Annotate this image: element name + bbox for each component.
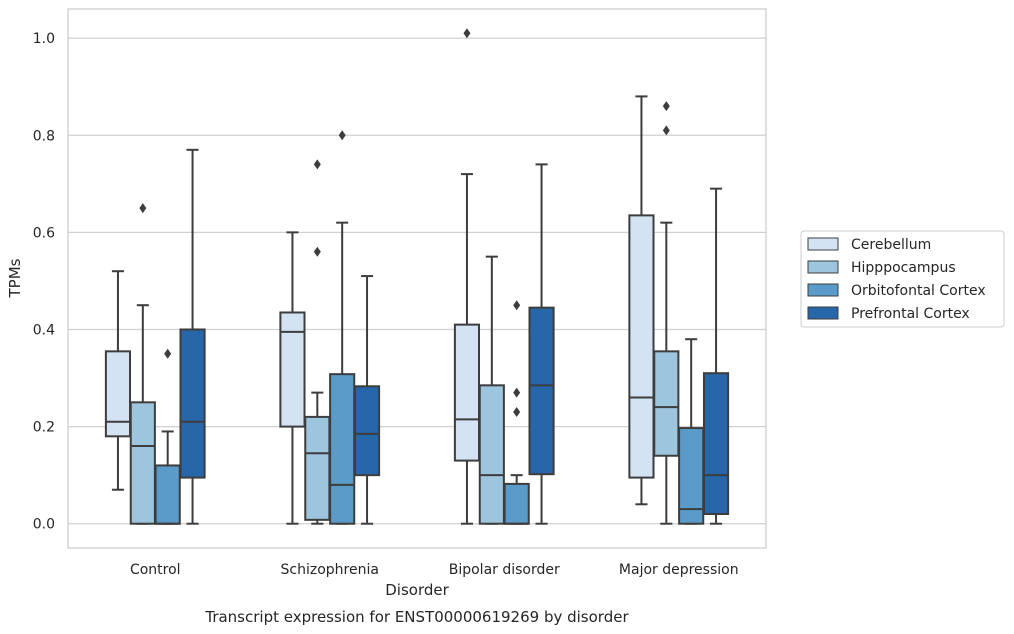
outlier-point bbox=[313, 159, 321, 170]
box-hipppocampus bbox=[129, 203, 156, 525]
box-prefrontal-cortex bbox=[528, 163, 555, 525]
box-cerebellum bbox=[279, 231, 306, 525]
plot-frame bbox=[67, 8, 767, 549]
legend: Cerebellum Hipppocampus Orbitofontal Corte… bbox=[800, 230, 1005, 328]
box-body bbox=[304, 415, 331, 521]
box-orbitofontal-cortex bbox=[503, 300, 530, 525]
legend-swatch bbox=[807, 237, 839, 251]
y-tick-label: 0.6 bbox=[33, 225, 55, 241]
box-body bbox=[154, 464, 181, 525]
outlier-point bbox=[338, 130, 346, 141]
outlier-point bbox=[662, 101, 670, 112]
box-body bbox=[503, 482, 530, 525]
legend-swatch bbox=[807, 260, 839, 274]
y-tick-label: 0.8 bbox=[33, 128, 55, 144]
outlier-point bbox=[139, 203, 147, 214]
y-tick-labels: 0.0 0.2 0.4 0.6 0.8 1.0 bbox=[33, 31, 55, 533]
box-body bbox=[453, 323, 481, 462]
box-prefrontal-cortex bbox=[353, 275, 381, 525]
legend-frame bbox=[800, 230, 1005, 328]
x-tick-label: Major depression bbox=[619, 562, 739, 578]
box-cerebellum bbox=[104, 270, 132, 491]
box-prefrontal-cortex bbox=[179, 148, 206, 525]
box-body bbox=[653, 350, 680, 457]
box-body bbox=[353, 385, 381, 477]
legend-label: Orbitofontal Cortex bbox=[851, 283, 986, 299]
box-body bbox=[329, 373, 356, 525]
box-prefrontal-cortex bbox=[702, 187, 730, 525]
legend-swatch bbox=[807, 283, 839, 297]
box-hipppocampus bbox=[653, 101, 680, 525]
box-orbitofontal-cortex bbox=[678, 338, 705, 525]
box-hipppocampus bbox=[478, 255, 505, 525]
box-orbitofontal-cortex bbox=[329, 130, 356, 525]
box-body bbox=[279, 311, 306, 428]
outlier-point bbox=[513, 407, 521, 418]
box-body bbox=[702, 372, 730, 516]
legend-label: Hipppocampus bbox=[851, 260, 956, 276]
box-hipppocampus bbox=[304, 159, 331, 525]
y-axis-label: TPMs bbox=[6, 258, 24, 298]
outlier-point bbox=[463, 28, 471, 39]
box-cerebellum bbox=[628, 95, 655, 506]
box-body bbox=[528, 306, 555, 476]
chart-title: Transcript expression for ENST0000061926… bbox=[204, 608, 629, 626]
box-body bbox=[478, 384, 505, 525]
legend-label: Cerebellum bbox=[851, 237, 931, 253]
box-orbitofontal-cortex bbox=[154, 348, 181, 525]
outlier-point bbox=[164, 348, 172, 359]
box-body bbox=[104, 350, 132, 438]
box-body bbox=[129, 401, 156, 525]
x-tick-label: Control bbox=[130, 562, 181, 578]
y-tick-label: 0.0 bbox=[33, 517, 55, 533]
plot-boxes bbox=[104, 28, 730, 525]
outlier-point bbox=[513, 387, 521, 398]
box-cerebellum bbox=[453, 28, 481, 525]
x-tick-label: Bipolar disorder bbox=[449, 562, 560, 578]
box-body bbox=[628, 214, 655, 479]
y-tick-label: 0.2 bbox=[33, 420, 55, 436]
x-tick-label: Schizophrenia bbox=[281, 562, 379, 578]
x-tick-labels: Control Schizophrenia Bipolar disorder Majo… bbox=[130, 562, 739, 578]
x-axis-label: Disorder bbox=[385, 581, 449, 599]
box-body bbox=[678, 427, 705, 525]
y-tick-label: 0.4 bbox=[33, 322, 55, 338]
y-tick-label: 1.0 bbox=[33, 31, 55, 47]
legend-swatch bbox=[807, 306, 839, 320]
outlier-point bbox=[313, 246, 321, 257]
outlier-point bbox=[662, 125, 670, 136]
box-body bbox=[179, 328, 206, 479]
legend-label: Prefrontal Cortex bbox=[851, 306, 970, 322]
outlier-point bbox=[513, 300, 521, 311]
